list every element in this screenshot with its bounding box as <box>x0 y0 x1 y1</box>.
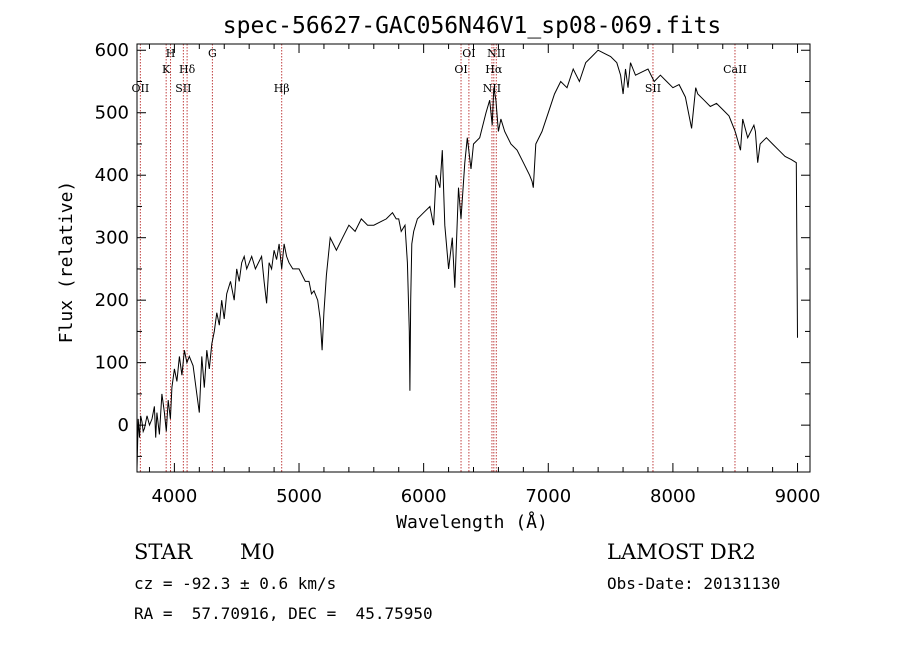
plot-frame <box>136 43 811 473</box>
line-marker-group <box>139 44 736 472</box>
line-marker-label: G <box>208 47 217 60</box>
line-marker-label: SII <box>175 82 191 95</box>
redshift-cz: cz = -92.3 ± 0.6 km/s <box>134 574 337 593</box>
observation-date: Obs-Date: 20131130 <box>607 574 781 593</box>
spectrum-line <box>136 49 798 469</box>
x-tick-label: 8000 <box>650 486 696 507</box>
line-marker-label: OII <box>132 82 150 95</box>
object-class: STAR <box>134 540 193 564</box>
axis-ticks: 4000 5000 6000 7000 8000 9000 0 100 200 300 400 500… <box>95 40 821 507</box>
y-tick-label: 300 <box>95 228 129 249</box>
line-marker-label: SII <box>645 82 661 95</box>
line-marker-label: Hβ <box>274 82 290 95</box>
line-marker-label: Hδ <box>179 63 196 76</box>
x-tick-label: 7000 <box>525 486 571 507</box>
y-tick-label: 600 <box>95 40 129 61</box>
y-tick-label: 400 <box>95 165 129 186</box>
x-tick-label: 6000 <box>401 486 447 507</box>
y-tick-label: 200 <box>95 290 129 311</box>
x-tick-label: 9000 <box>775 486 821 507</box>
x-tick-label: 5000 <box>276 486 322 507</box>
y-tick-label: 500 <box>95 103 129 124</box>
line-marker-label: NII <box>483 82 501 95</box>
x-axis-label: Wavelength (Å) <box>396 511 548 533</box>
line-marker-label: OI <box>454 63 467 76</box>
line-marker-label: NII <box>487 47 505 60</box>
line-marker-label: H <box>166 47 176 60</box>
survey-name: LAMOST DR2 <box>607 540 756 564</box>
y-axis-label: Flux (relative) <box>56 181 77 344</box>
line-marker-label: OI <box>462 47 475 60</box>
object-subclass: M0 <box>240 540 275 564</box>
y-tick-label: 100 <box>95 353 129 374</box>
line-marker-label: K <box>162 63 171 76</box>
y-tick-label: 0 <box>118 415 129 436</box>
chart-title: spec-56627-GAC056N46V1_sp08-069.fits <box>223 13 722 39</box>
line-marker-label-group: OII KH SII Hδ G Hβ OI OI NII Hα NII SII CaII <box>132 47 747 95</box>
line-marker-label: CaII <box>723 63 747 76</box>
line-marker-label: Hα <box>485 63 503 76</box>
x-tick-label: 4000 <box>151 486 197 507</box>
coordinates: RA = 57.70916, DEC = 45.75950 <box>134 604 433 623</box>
